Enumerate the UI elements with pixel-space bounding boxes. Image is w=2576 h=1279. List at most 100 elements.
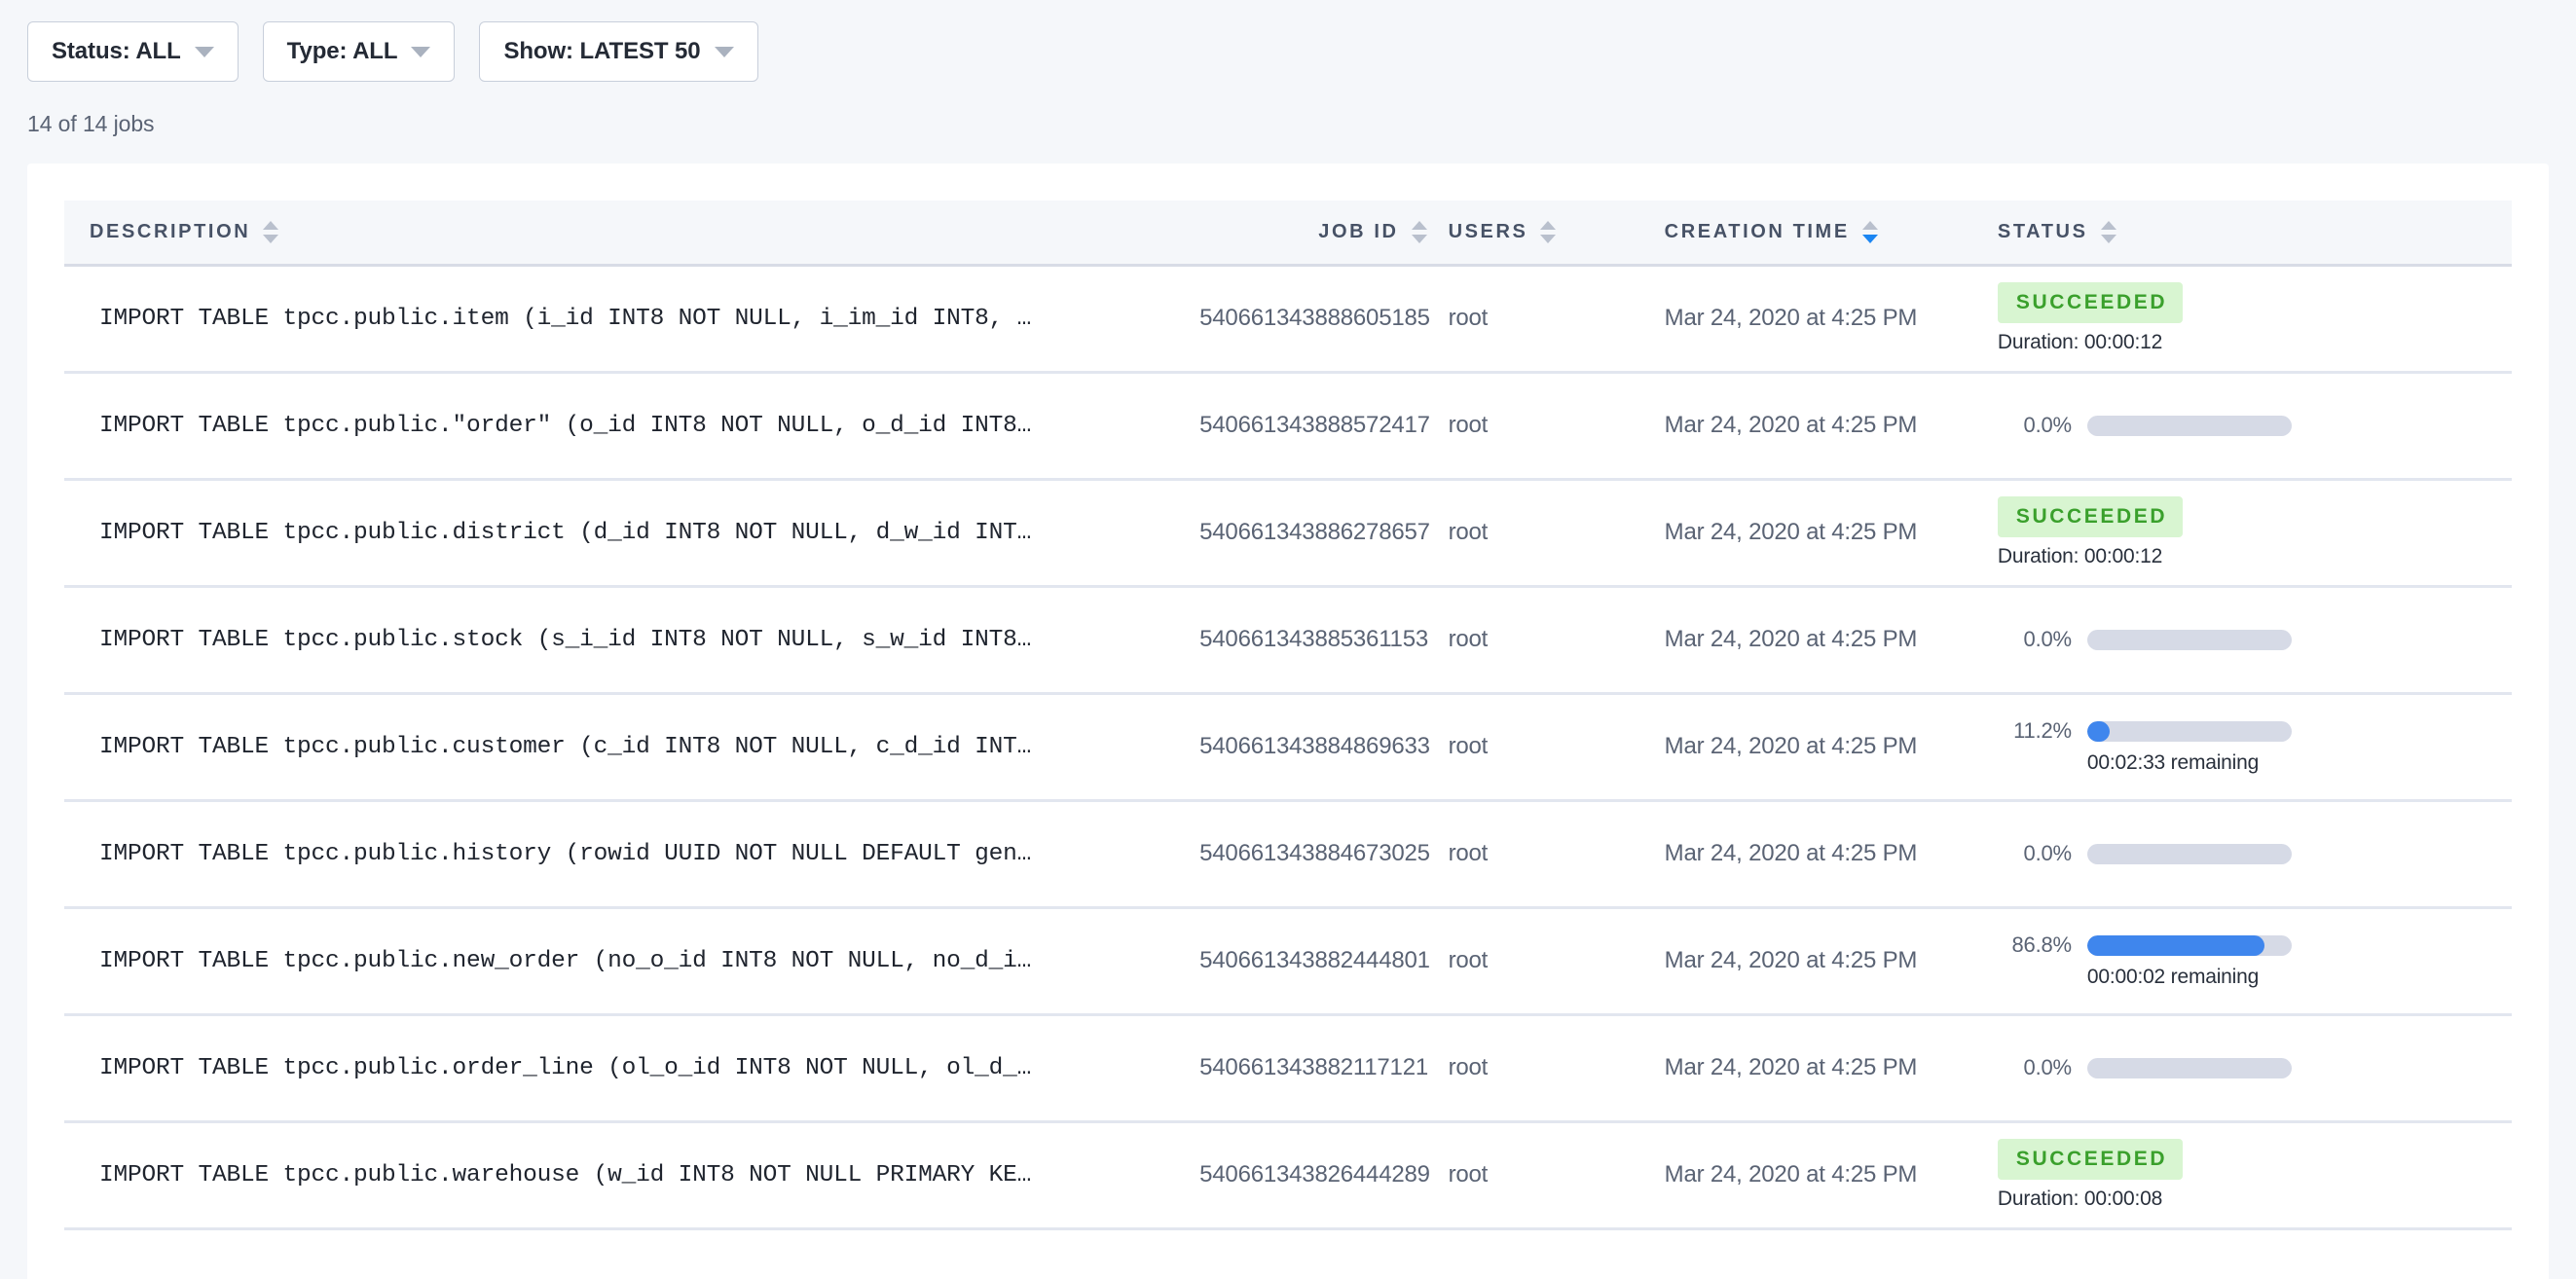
job-creation-time: Mar 24, 2020 at 4:25 PM: [1664, 800, 1994, 909]
table-header-row: DESCRIPTION JOB ID USERS CREATION TIME STATU…: [64, 201, 2512, 267]
table-row[interactable]: IMPORT TABLE tpcc.public.district (d_id …: [64, 479, 2512, 588]
chevron-down-icon: [411, 46, 431, 57]
job-user: root: [1448, 800, 1665, 909]
job-user: root: [1448, 1014, 1665, 1123]
progress-bar: [2086, 843, 2292, 864]
progress-bar-fill: [2086, 720, 2111, 742]
progress-bar: [2086, 720, 2292, 742]
show-filter[interactable]: Show: LATEST 50: [479, 21, 758, 82]
progress-bar: [2086, 629, 2292, 650]
job-count-label: 14 of 14 jobs: [27, 111, 155, 136]
table-row[interactable]: IMPORT TABLE tpcc.public.new_order (no_o…: [64, 907, 2512, 1016]
job-description: IMPORT TABLE tpcc.public.order_line (ol_…: [64, 1014, 1200, 1123]
job-description: IMPORT TABLE tpcc.public.warehouse (w_id…: [64, 1121, 1200, 1230]
column-header-users[interactable]: USERS: [1448, 201, 1665, 267]
progress-percent: 0.0%: [2023, 413, 2073, 437]
column-header-job_id-label: JOB ID: [1318, 220, 1399, 242]
jobs-table-card: DESCRIPTION JOB ID USERS CREATION TIME STATU…: [27, 164, 2549, 1279]
job-status-cell: SUCCEEDED Duration: 00:00:08: [1993, 1121, 2512, 1230]
job-status-cell: 86.8% 00:00:02 remaining: [1993, 907, 2512, 1016]
jobs-table: DESCRIPTION JOB ID USERS CREATION TIME STATU…: [64, 201, 2512, 1230]
job-id-link[interactable]: 540661343882444801: [1199, 907, 1449, 1016]
job-id-link[interactable]: 540661343885361153: [1199, 586, 1449, 695]
status-badge: SUCCEEDED: [1997, 1139, 2184, 1180]
job-description: IMPORT TABLE tpcc.public.history (rowid …: [64, 800, 1200, 909]
time-remaining: 00:00:02 remaining: [2086, 966, 2260, 988]
table-body: IMPORT TABLE tpcc.public.item (i_id INT8…: [64, 265, 2512, 1230]
job-id-link[interactable]: 540661343882117121: [1199, 1014, 1449, 1123]
job-duration: Duration: 00:00:12: [1997, 545, 2163, 567]
job-creation-time: Mar 24, 2020 at 4:25 PM: [1664, 586, 1994, 695]
job-user: root: [1448, 693, 1665, 802]
job-user: root: [1448, 1121, 1665, 1230]
progress-bar: [2086, 934, 2292, 956]
table-row[interactable]: IMPORT TABLE tpcc.public."order" (o_id I…: [64, 372, 2512, 481]
progress-bar-fill: [2086, 934, 2265, 956]
type-filter[interactable]: Type: ALL: [262, 21, 456, 82]
chevron-down-icon: [194, 46, 214, 57]
job-description: IMPORT TABLE tpcc.public.stock (s_i_id I…: [64, 586, 1200, 695]
job-id-link[interactable]: 540661343884869633: [1199, 693, 1449, 802]
progress-percent: 11.2%: [2013, 718, 2072, 743]
job-user: root: [1448, 479, 1665, 588]
column-header-status[interactable]: STATUS: [1993, 201, 2512, 267]
table-row[interactable]: IMPORT TABLE tpcc.public.customer (c_id …: [64, 693, 2512, 802]
job-status-cell: 11.2% 00:02:33 remaining: [1993, 693, 2512, 802]
job-duration: Duration: 00:00:12: [1997, 331, 2163, 353]
job-status-cell: SUCCEEDED Duration: 00:00:12: [1993, 265, 2512, 374]
time-remaining: 00:02:33 remaining: [2086, 751, 2260, 774]
type-filter-label: Type: ALL: [286, 38, 398, 64]
sort-toggle-description-icon[interactable]: [263, 220, 279, 243]
table-head: DESCRIPTION JOB ID USERS CREATION TIME STATU…: [64, 201, 2512, 267]
job-id-link[interactable]: 540661343886278657: [1199, 479, 1449, 588]
sort-toggle-users-icon[interactable]: [1540, 220, 1557, 243]
progress-percent: 86.8%: [2011, 932, 2073, 957]
job-id-link[interactable]: 540661343888605185: [1199, 265, 1449, 374]
job-description: IMPORT TABLE tpcc.public.customer (c_id …: [64, 693, 1200, 802]
job-user: root: [1448, 907, 1665, 1016]
job-status-cell: 0.0%: [1993, 372, 2512, 481]
column-header-job_id[interactable]: JOB ID: [1199, 201, 1449, 267]
status-badge: SUCCEEDED: [1997, 496, 2184, 537]
job-user: root: [1448, 372, 1665, 481]
progress-bar: [2086, 1057, 2292, 1078]
job-creation-time: Mar 24, 2020 at 4:25 PM: [1664, 265, 1994, 374]
job-status-cell: SUCCEEDED Duration: 00:00:12: [1993, 479, 2512, 588]
sort-toggle-job_id-icon[interactable]: [1411, 220, 1427, 243]
job-description: IMPORT TABLE tpcc.public.new_order (no_o…: [64, 907, 1200, 1016]
status-filter-label: Status: ALL: [52, 38, 181, 64]
table-row[interactable]: IMPORT TABLE tpcc.public.history (rowid …: [64, 800, 2512, 909]
job-creation-time: Mar 24, 2020 at 4:25 PM: [1664, 479, 1994, 588]
column-header-description[interactable]: DESCRIPTION: [64, 201, 1200, 267]
job-duration: Duration: 00:00:08: [1997, 1188, 2163, 1210]
job-id-link[interactable]: 540661343888572417: [1199, 372, 1449, 481]
sort-toggle-creation_time-icon[interactable]: [1861, 220, 1878, 243]
job-id-link[interactable]: 540661343826444289: [1199, 1121, 1449, 1230]
job-status-cell: 0.0%: [1993, 586, 2512, 695]
table-row[interactable]: IMPORT TABLE tpcc.public.stock (s_i_id I…: [64, 586, 2512, 695]
job-description: IMPORT TABLE tpcc.public."order" (o_id I…: [64, 372, 1200, 481]
show-filter-label: Show: LATEST 50: [503, 38, 701, 64]
job-description: IMPORT TABLE tpcc.public.district (d_id …: [64, 479, 1200, 588]
status-filter[interactable]: Status: ALL: [27, 21, 239, 82]
job-id-link[interactable]: 540661343884673025: [1199, 800, 1449, 909]
progress-percent: 0.0%: [2023, 627, 2073, 651]
table-row[interactable]: IMPORT TABLE tpcc.public.item (i_id INT8…: [64, 265, 2512, 374]
job-description: IMPORT TABLE tpcc.public.item (i_id INT8…: [64, 265, 1200, 374]
job-creation-time: Mar 24, 2020 at 4:25 PM: [1664, 1014, 1994, 1123]
progress-percent: 0.0%: [2023, 841, 2073, 865]
table-row[interactable]: IMPORT TABLE tpcc.public.order_line (ol_…: [64, 1014, 2512, 1123]
job-creation-time: Mar 24, 2020 at 4:25 PM: [1664, 693, 1994, 802]
filter-toolbar: Status: ALL Type: ALL Show: LATEST 50: [0, 0, 2576, 82]
job-status-cell: 0.0%: [1993, 800, 2512, 909]
job-creation-time: Mar 24, 2020 at 4:25 PM: [1664, 907, 1994, 1016]
column-header-status-label: STATUS: [1997, 220, 2088, 242]
job-status-cell: 0.0%: [1993, 1014, 2512, 1123]
sort-toggle-status-icon[interactable]: [2100, 220, 2116, 243]
table-row[interactable]: IMPORT TABLE tpcc.public.warehouse (w_id…: [64, 1121, 2512, 1230]
job-creation-time: Mar 24, 2020 at 4:25 PM: [1664, 372, 1994, 481]
column-header-creation_time[interactable]: CREATION TIME: [1664, 201, 1994, 267]
chevron-down-icon: [714, 46, 734, 57]
progress-bar: [2086, 415, 2292, 436]
status-badge: SUCCEEDED: [1997, 282, 2184, 323]
